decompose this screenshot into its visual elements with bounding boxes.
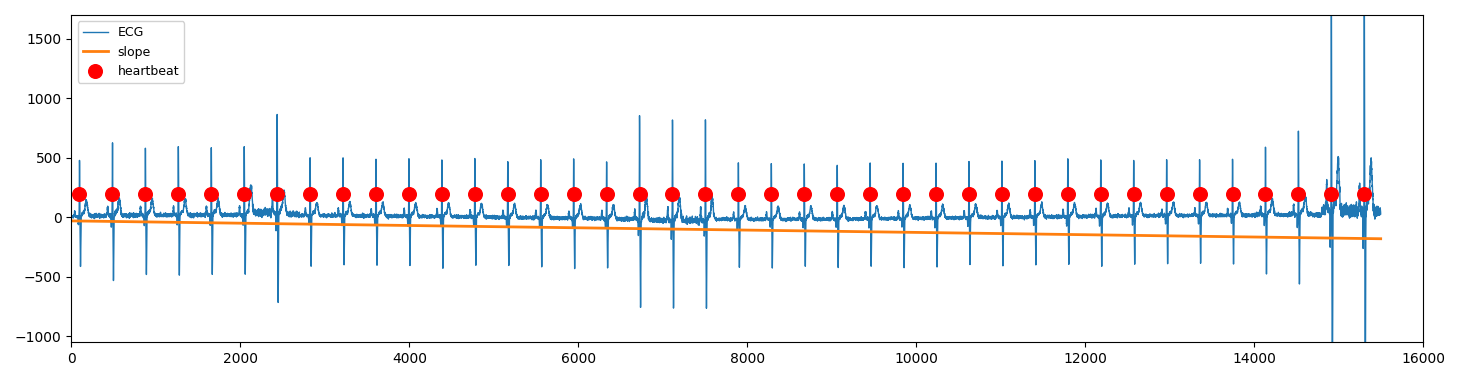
heartbeat [529, 190, 552, 197]
ECG [312, 213, 330, 218]
ECG [371, 211, 388, 216]
slope [371, 223, 388, 227]
heartbeat [463, 190, 486, 197]
heartbeat [496, 190, 520, 197]
heartbeat [1188, 190, 1212, 197]
heartbeat [1056, 190, 1079, 197]
heartbeat [990, 190, 1013, 197]
heartbeat [892, 190, 915, 197]
heartbeat [1254, 190, 1278, 197]
ECG [615, 215, 632, 220]
heartbeat [661, 190, 685, 197]
heartbeat [858, 190, 882, 197]
slope [615, 226, 632, 231]
heartbeat [958, 190, 981, 197]
heartbeat [924, 190, 948, 197]
Line: slope: slope [72, 221, 1381, 239]
heartbeat [1320, 190, 1343, 197]
heartbeat [594, 190, 618, 197]
heartbeat [331, 190, 355, 197]
heartbeat [727, 190, 750, 197]
heartbeat [628, 190, 651, 197]
heartbeat [1286, 190, 1310, 197]
heartbeat [101, 190, 124, 197]
heartbeat [298, 190, 321, 197]
Line: ECG: ECG [72, 0, 1381, 381]
slope [311, 222, 329, 227]
heartbeat [200, 190, 223, 197]
slope [740, 228, 758, 232]
heartbeat [825, 190, 848, 197]
slope [880, 230, 898, 234]
slope [1372, 237, 1390, 241]
heartbeat [67, 190, 91, 197]
ECG [740, 217, 758, 222]
heartbeat [232, 190, 256, 197]
heartbeat [266, 190, 289, 197]
heartbeat [1089, 190, 1113, 197]
slope [312, 222, 330, 227]
heartbeat [134, 190, 158, 197]
heartbeat [793, 190, 816, 197]
heartbeat [1121, 190, 1145, 197]
heartbeat [1155, 190, 1178, 197]
ECG [311, 214, 329, 219]
ECG [880, 216, 898, 221]
heartbeat [365, 190, 388, 197]
heartbeat [562, 190, 585, 197]
heartbeat [1023, 190, 1047, 197]
heartbeat [694, 190, 717, 197]
slope [63, 219, 80, 223]
heartbeat [166, 190, 190, 197]
Legend: ECG, slope, heartbeat: ECG, slope, heartbeat [77, 21, 184, 83]
heartbeat [431, 190, 454, 197]
heartbeat [759, 190, 783, 197]
heartbeat [1352, 190, 1375, 197]
heartbeat [397, 190, 420, 197]
ECG [1372, 212, 1390, 216]
ECG [63, 213, 80, 218]
heartbeat [1221, 190, 1244, 197]
